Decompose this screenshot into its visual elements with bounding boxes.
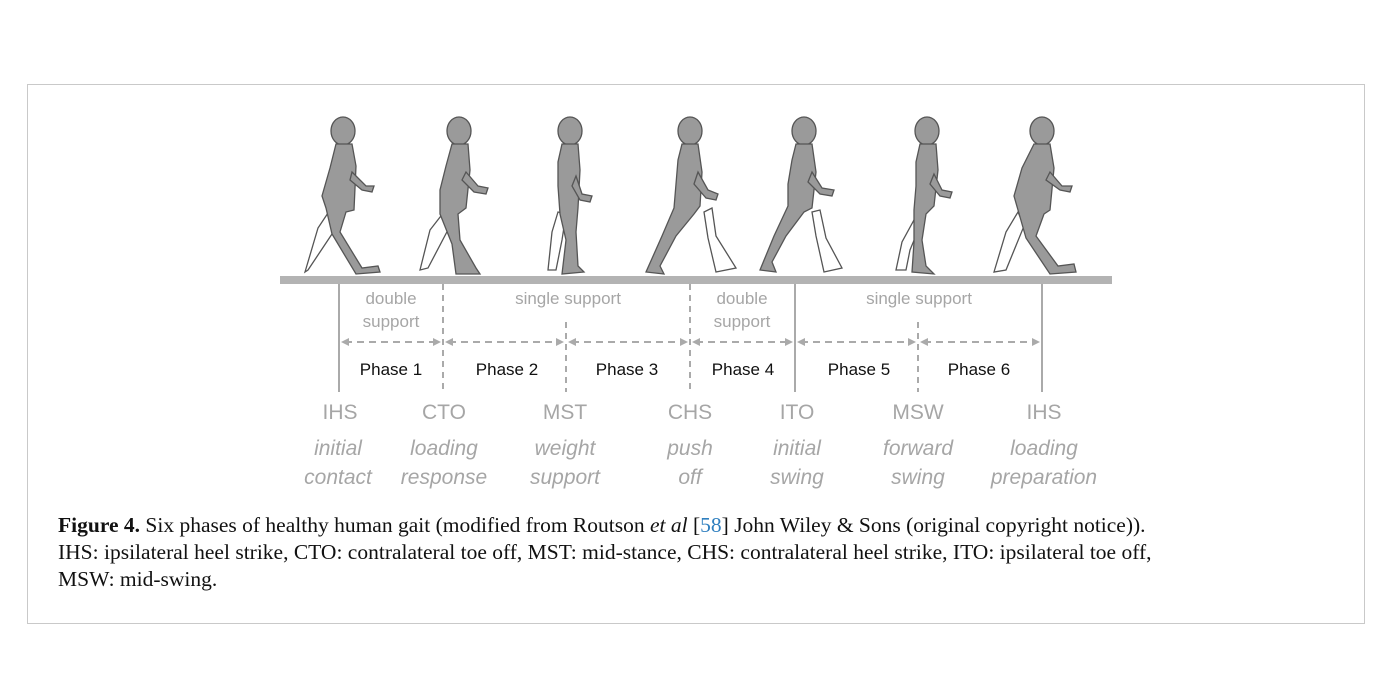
phase-label-3: Phase 3 [596,360,658,379]
walking-figures [303,116,1077,275]
event-desc-5b: swing [770,466,824,489]
caption-line-3: MSW: mid-swing. [58,567,218,591]
phase-label-4: Phase 4 [712,360,774,379]
event-desc-3b: support [530,466,601,489]
caption-et-al: et al [649,513,688,537]
caption-line-1: Figure 4. Six phases of healthy human ga… [58,512,1338,539]
event-desc-5a: initial [773,437,822,460]
support-label-4: single support [866,289,972,308]
phase-labels: Phase 1 Phase 2 Phase 3 Phase 4 Phase 5 … [360,360,1010,379]
event-desc-3a: weight [535,437,597,460]
event-desc-2b: response [401,466,487,489]
reference-link[interactable]: 58 [700,513,722,537]
event-desc-1a: initial [314,437,363,460]
support-label-3b: support [714,312,771,331]
support-label-1a: double [365,289,416,308]
caption-text-b: John Wiley & Sons (original copyright no… [728,513,1146,537]
event-desc-4a: push [666,437,713,460]
event-abbr-ihs-2: IHS [1026,401,1061,424]
walker-figure-1 [303,116,381,275]
figure-label: Figure 4. [58,513,141,537]
event-desc-6b: swing [891,466,945,489]
event-abbr-ihs: IHS [322,401,357,424]
caption-ref-close: ] [721,513,729,537]
phase-boundaries-dashed [442,284,919,392]
event-abbr-chs: CHS [668,401,712,424]
arrow-heads [341,338,1040,346]
event-abbr-mst: MST [543,401,588,424]
walker-figure-2 [419,116,489,275]
phase-label-6: Phase 6 [948,360,1010,379]
figure-caption: Figure 4. Six phases of healthy human ga… [58,512,1338,593]
walker-figure-7 [993,116,1077,275]
walker-figure-5 [759,116,843,273]
event-descriptions: initial contact loading response weight … [304,437,1097,489]
event-abbr-cto: CTO [422,401,466,424]
phase-boundaries [338,284,1043,392]
caption-line-2: IHS: ipsilateral heel strike, CTO: contr… [58,540,1152,564]
walker-figure-4 [645,116,738,275]
support-label-2: single support [515,289,621,308]
event-abbr-msw: MSW [892,401,944,424]
support-label-1b: support [363,312,420,331]
event-desc-2a: loading [410,437,478,460]
caption-text-a: Six phases of healthy human gait (modifi… [140,513,650,537]
support-labels: double support single support double sup… [363,289,973,331]
support-label-3a: double [716,289,767,308]
phase-label-2: Phase 2 [476,360,538,379]
event-desc-4b: off [678,466,704,489]
event-desc-1b: contact [304,466,373,489]
event-desc-6a: forward [883,437,954,460]
walker-figure-3 [547,116,593,275]
phase-label-1: Phase 1 [360,360,422,379]
event-abbreviations: IHS CTO MST CHS ITO MSW IHS [322,401,1061,424]
walker-figure-6 [895,116,953,275]
ground-line [280,276,1112,284]
phase-label-5: Phase 5 [828,360,890,379]
event-desc-7b: preparation [990,466,1097,489]
event-desc-7a: loading [1010,437,1078,460]
event-abbr-ito: ITO [780,401,815,424]
caption-ref-open: [ [687,513,701,537]
